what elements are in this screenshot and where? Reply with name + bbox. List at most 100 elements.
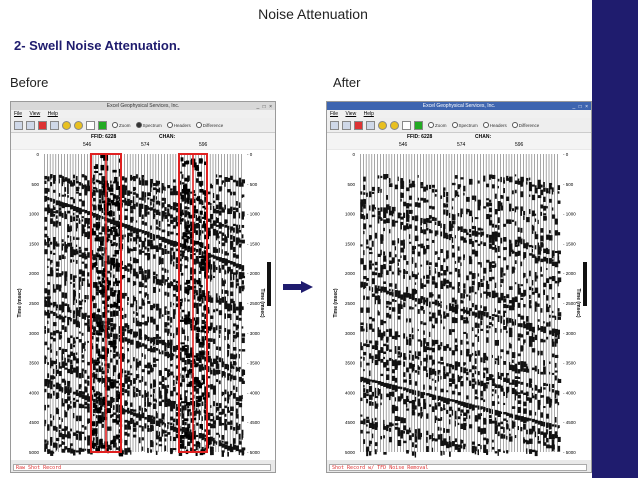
noise-blob [197, 338, 201, 342]
next-icon[interactable] [390, 120, 399, 130]
open-icon[interactable] [330, 120, 339, 130]
spectrum-radio[interactable]: Spectrum [135, 122, 162, 128]
noise-blob [102, 401, 106, 405]
seismic-wiggle [440, 356, 444, 361]
seismic-wiggle [144, 277, 147, 283]
next-icon[interactable] [74, 120, 83, 130]
seismic-wiggle [170, 247, 174, 251]
headers-radio[interactable]: Headers [482, 122, 507, 128]
save-icon[interactable] [366, 120, 375, 130]
seismic-wiggle [121, 176, 125, 181]
seismic-wiggle [409, 362, 413, 369]
seismic-wiggle [227, 329, 231, 335]
seismic-wiggle [93, 282, 96, 288]
seismic-wiggle [73, 299, 75, 305]
menu-view[interactable]: View [29, 111, 41, 117]
seismic-wiggle [87, 326, 91, 332]
seismic-wiggle [409, 350, 412, 354]
seismic-wiggle [420, 278, 422, 285]
seismic-wiggle [233, 375, 237, 380]
seismic-wiggle [477, 336, 480, 342]
seismic-wiggle [218, 346, 221, 351]
seismic-wiggle [366, 283, 368, 287]
seismic-wiggle [138, 239, 142, 242]
menu-file[interactable]: File [330, 111, 339, 117]
seismic-wiggle [75, 191, 79, 194]
noise-blob [98, 395, 101, 402]
seismic-wiggle [489, 415, 492, 418]
seismic-wiggle [150, 233, 153, 240]
scale-icon[interactable] [402, 120, 411, 130]
seismic-wiggle [380, 435, 383, 440]
settings-icon[interactable] [378, 120, 387, 130]
seismic-wiggle [158, 313, 161, 319]
seismic-wiggle [138, 266, 142, 271]
seismic-wiggle [167, 315, 170, 321]
scrollbar-thumb[interactable] [267, 262, 271, 306]
record-icon[interactable] [354, 120, 363, 130]
seismic-wiggle [47, 426, 50, 431]
zoom-radio[interactable]: Zoom [428, 122, 447, 128]
seismic-wiggle [133, 409, 137, 412]
menu-help[interactable]: Help [363, 111, 374, 117]
after-label: After [333, 75, 361, 90]
seismic-wiggle [463, 283, 466, 289]
seismic-wiggle [47, 236, 49, 240]
window-controls[interactable]: _ □ × [256, 104, 273, 110]
seismic-wiggle [75, 250, 79, 255]
print-icon[interactable] [342, 120, 351, 130]
seismic-wiggle [414, 215, 417, 219]
seismic-wiggle [215, 266, 218, 271]
record-icon[interactable] [38, 120, 47, 130]
seismic-wiggle [460, 339, 463, 345]
seismic-wiggle [150, 187, 152, 193]
settings-icon[interactable] [62, 120, 71, 130]
spectrum-radio[interactable]: Spectrum [451, 122, 478, 128]
menu-help[interactable]: Help [47, 111, 58, 117]
seismic-wiggle [73, 216, 76, 222]
seismic-wiggle [443, 397, 447, 403]
seismic-wiggle [61, 352, 63, 359]
seismic-wiggle [363, 352, 367, 356]
open-icon[interactable] [14, 120, 23, 130]
headers-radio[interactable]: Headers [166, 122, 191, 128]
seismic-wiggle [386, 348, 389, 351]
seismic-wiggle [500, 271, 503, 278]
menu-file[interactable]: File [14, 111, 23, 117]
seismic-wiggle [411, 411, 416, 416]
seismic-wiggle [363, 343, 367, 347]
seismic-wiggle [98, 215, 101, 218]
seismic-wiggle [241, 306, 244, 310]
seismic-wiggle [64, 292, 68, 299]
noise-blob [99, 240, 104, 246]
seismic-wiggle [158, 339, 162, 344]
menu-view[interactable]: View [345, 111, 357, 117]
difference-checkbox[interactable]: Difference [195, 122, 223, 128]
seismic-wiggle [53, 213, 55, 217]
seismic-wiggle [153, 195, 155, 200]
print-icon[interactable] [26, 120, 35, 130]
seismic-wiggle [506, 304, 509, 309]
zoom-radio[interactable]: Zoom [112, 122, 131, 128]
seismic-wiggle [503, 310, 507, 313]
seismic-wiggle [201, 225, 203, 229]
close-x-icon[interactable] [98, 120, 107, 130]
seismic-wiggle [127, 390, 130, 397]
save-icon[interactable] [50, 120, 59, 130]
difference-checkbox[interactable]: Difference [511, 122, 539, 128]
scale-icon[interactable] [86, 120, 95, 130]
seismic-wiggle [187, 220, 190, 225]
seismic-wiggle [411, 327, 414, 333]
close-x-icon[interactable] [414, 120, 423, 130]
noise-blob [200, 259, 206, 264]
seismic-wiggle [451, 297, 455, 303]
seismic-wiggle [118, 430, 122, 434]
seismic-wiggle [75, 336, 79, 340]
seismic-wiggle [187, 431, 189, 436]
window-controls[interactable]: _ □ × [572, 104, 589, 110]
seismic-wiggle [124, 189, 127, 195]
seismic-wiggle [144, 204, 148, 211]
y-tick-right: - 2000 [247, 271, 260, 276]
